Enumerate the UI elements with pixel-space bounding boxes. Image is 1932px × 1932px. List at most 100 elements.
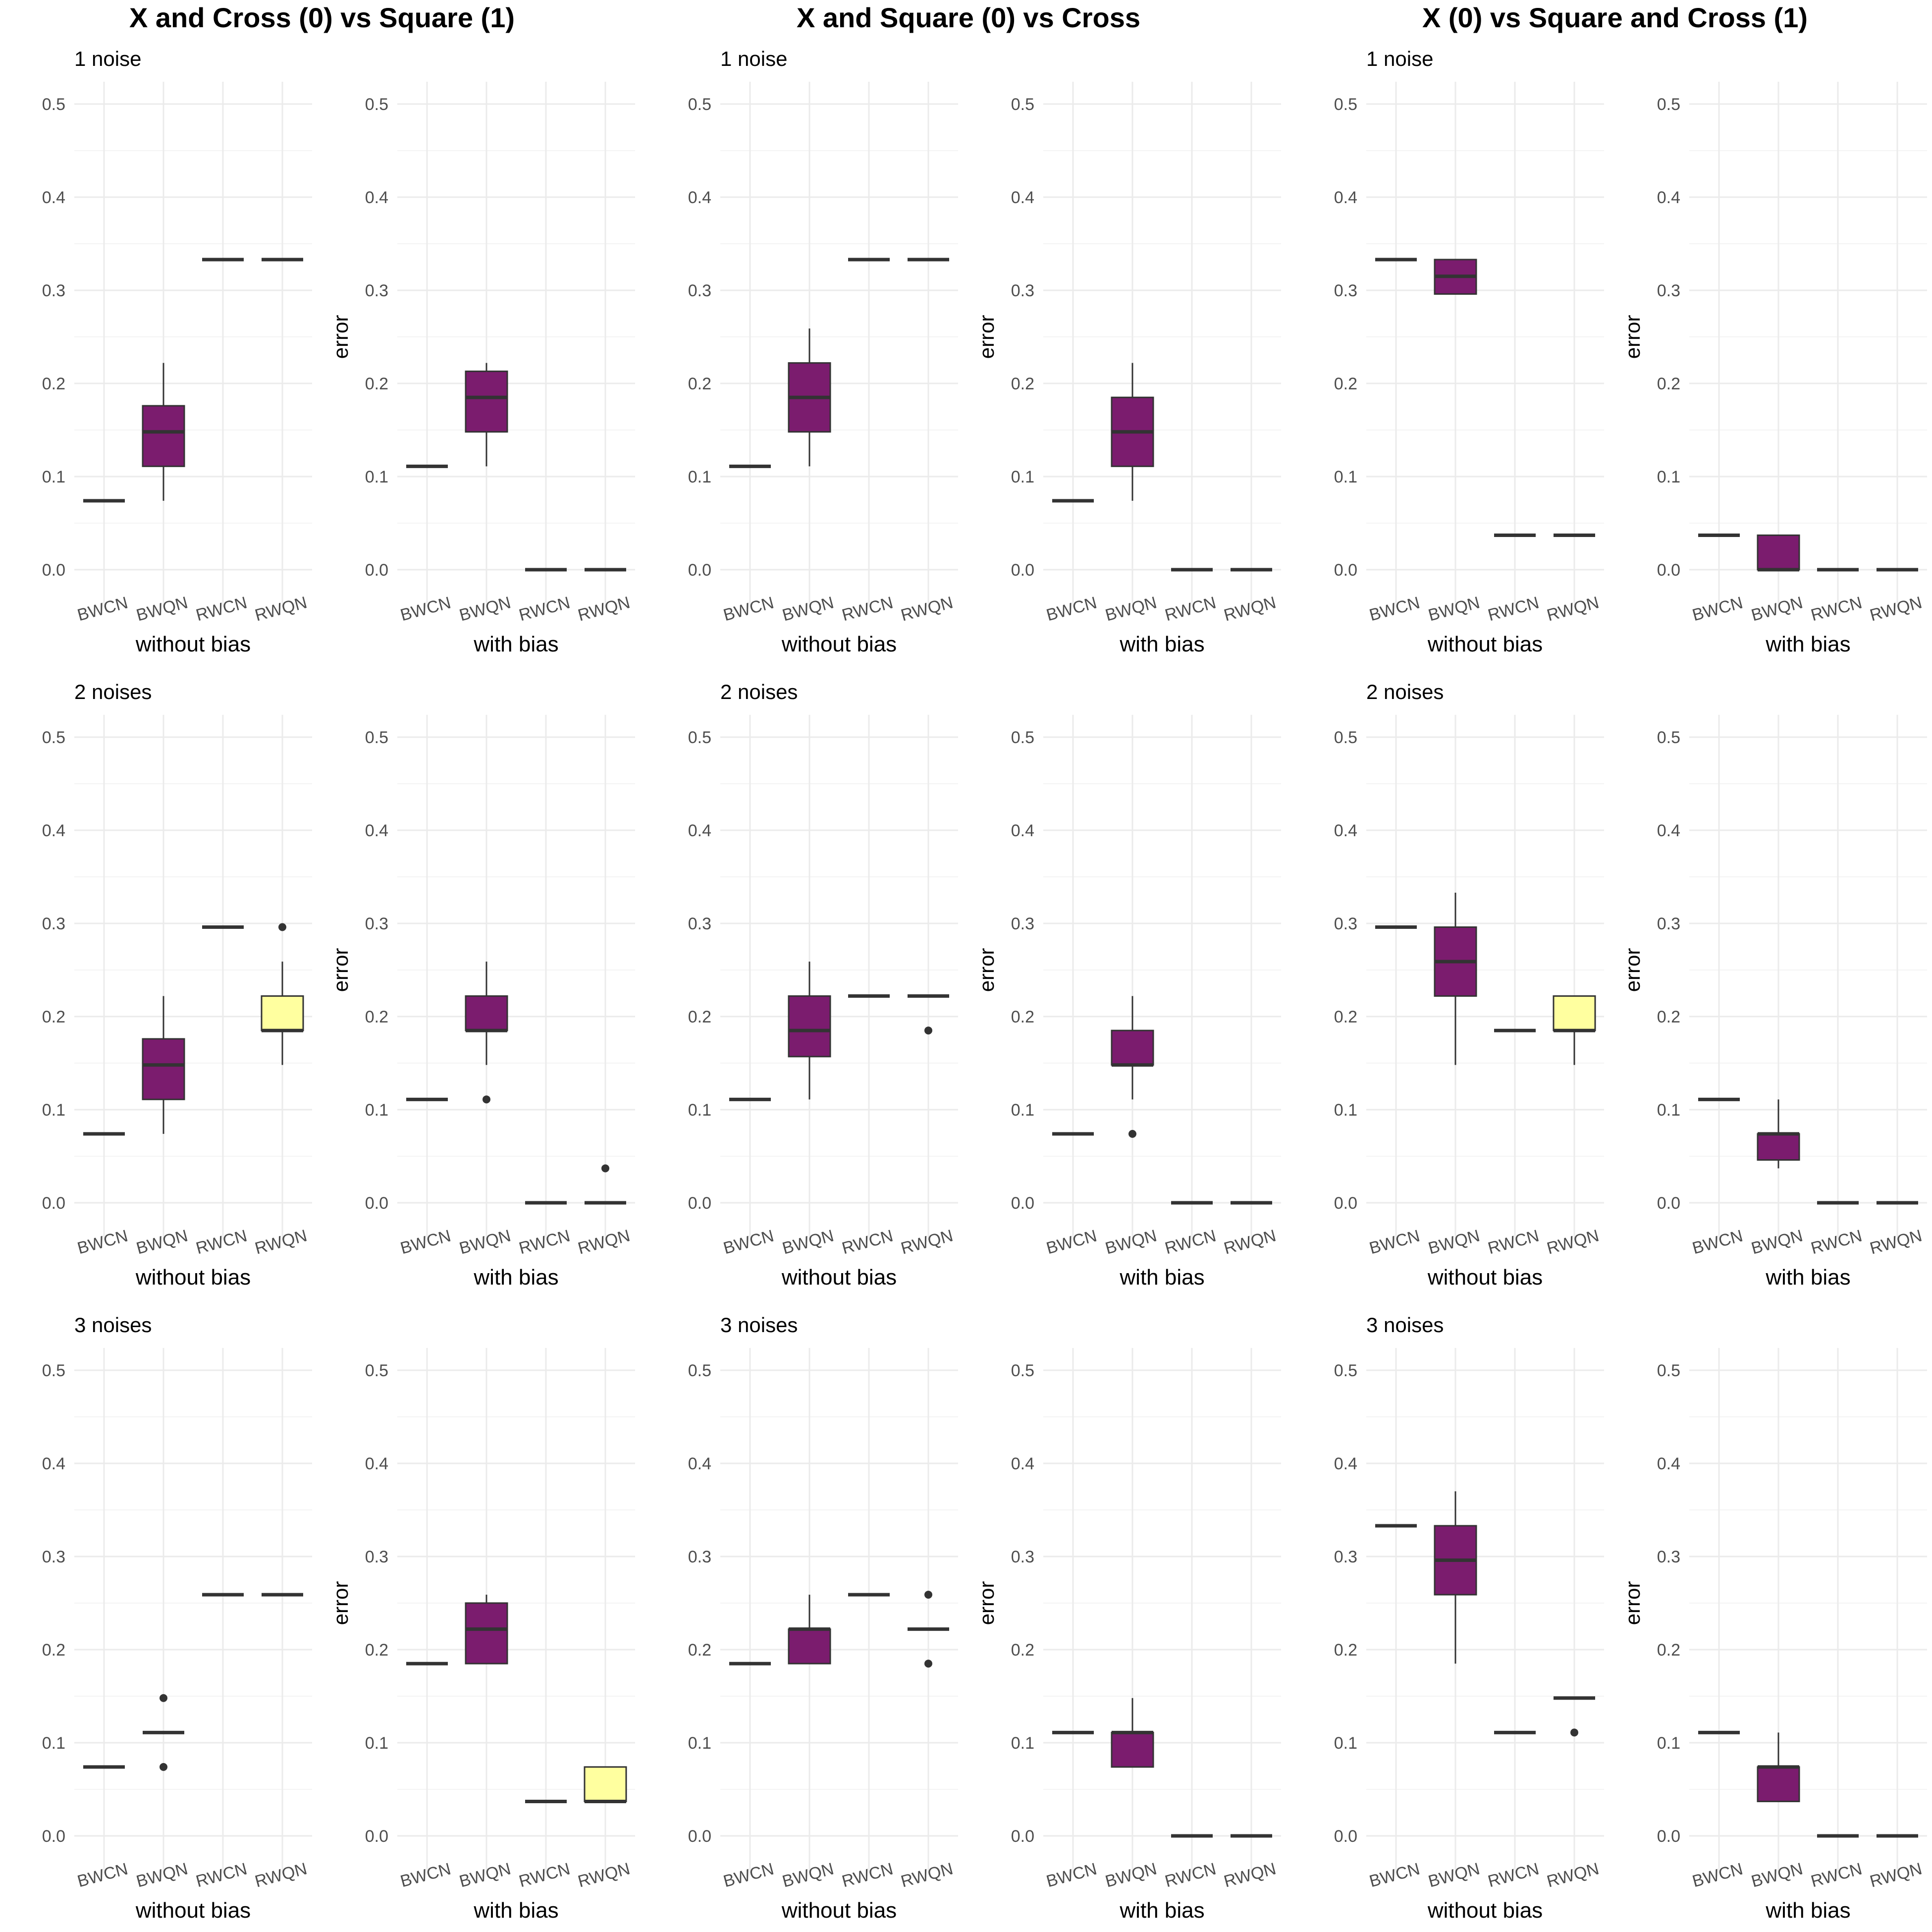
outlier-point (924, 1591, 932, 1599)
x-axis-label: with bias (1119, 1265, 1204, 1289)
outlier-point (1128, 1129, 1136, 1138)
y-tick-label: 0.1 (688, 468, 711, 486)
y-tick-label: 0.1 (1011, 1101, 1034, 1120)
y-tick-label: 0.1 (1334, 1101, 1357, 1120)
y-tick-label: 0.3 (365, 1548, 388, 1566)
y-tick-label: 0.4 (1657, 1454, 1680, 1473)
box-body (261, 995, 304, 1031)
x-axis-label: with bias (1119, 1898, 1204, 1923)
box-body (788, 1628, 831, 1664)
y-tick-label: 0.5 (42, 1361, 65, 1380)
y-tick-label: 0.5 (1011, 95, 1034, 114)
y-tick-label: 0.3 (1334, 281, 1357, 300)
y-tick-label: 0.3 (1657, 914, 1680, 933)
x-axis-label: without bias (1427, 1265, 1543, 1289)
box-body (465, 995, 508, 1031)
y-tick-label: 0.0 (688, 561, 711, 580)
x-axis-label: without bias (135, 1265, 251, 1289)
y-tick-label: 0.4 (1334, 1454, 1357, 1473)
box-body (1757, 1766, 1800, 1802)
box-body (142, 1038, 185, 1100)
y-tick-label: 0.0 (1657, 561, 1680, 580)
y-axis-label: error (1621, 1581, 1644, 1625)
x-axis-label: with bias (1765, 632, 1850, 656)
y-tick-label: 0.2 (1657, 375, 1680, 393)
noise-row-label: 1 noise (74, 47, 141, 70)
y-tick-label: 0.3 (42, 914, 65, 933)
box-body (584, 1766, 627, 1802)
y-tick-label: 0.3 (1011, 914, 1034, 933)
y-tick-label: 0.5 (42, 728, 65, 747)
outlier-point (160, 1763, 167, 1771)
y-tick-label: 0.5 (42, 95, 65, 114)
noise-row-label: 1 noise (1366, 47, 1433, 70)
y-tick-label: 0.5 (1657, 728, 1680, 747)
x-axis-label: without bias (135, 1898, 251, 1923)
y-tick-label: 0.0 (1334, 561, 1357, 580)
y-tick-label: 0.5 (1011, 1361, 1034, 1380)
noise-row-label: 3 noises (720, 1313, 798, 1337)
x-axis-label: without bias (781, 1265, 897, 1289)
y-axis-label: error (329, 315, 352, 359)
y-tick-label: 0.3 (42, 1548, 65, 1566)
y-tick-label: 0.4 (365, 1454, 388, 1473)
outlier-point (924, 1660, 932, 1668)
y-tick-label: 0.2 (1657, 1008, 1680, 1026)
y-tick-label: 0.4 (42, 821, 65, 840)
y-tick-label: 0.5 (365, 95, 388, 114)
y-tick-label: 0.4 (1657, 188, 1680, 207)
y-tick-label: 0.1 (688, 1101, 711, 1120)
x-axis-label: without bias (1427, 632, 1543, 656)
outlier-point (278, 923, 286, 931)
box-body (1111, 1731, 1154, 1768)
y-tick-label: 0.2 (1657, 1641, 1680, 1660)
y-tick-label: 0.3 (1334, 914, 1357, 933)
y-tick-label: 0.2 (42, 1641, 65, 1660)
y-tick-label: 0.0 (688, 1194, 711, 1213)
y-tick-label: 0.2 (42, 1008, 65, 1026)
y-tick-label: 0.0 (42, 561, 65, 580)
box-body (788, 995, 831, 1058)
box-body (1553, 995, 1596, 1031)
y-tick-label: 0.1 (1657, 468, 1680, 486)
x-axis-label: without bias (781, 1898, 897, 1923)
y-tick-label: 0.3 (688, 281, 711, 300)
y-axis-label: error (975, 315, 998, 359)
y-tick-label: 0.2 (1334, 1641, 1357, 1660)
y-tick-label: 0.2 (1011, 1008, 1034, 1026)
y-tick-label: 0.0 (365, 1194, 388, 1213)
y-tick-label: 0.4 (688, 821, 711, 840)
y-tick-label: 0.5 (1657, 1361, 1680, 1380)
y-axis-label: error (975, 948, 998, 992)
y-tick-label: 0.2 (688, 1008, 711, 1026)
y-tick-label: 0.0 (1657, 1827, 1680, 1846)
y-tick-label: 0.5 (688, 95, 711, 114)
box-body (1757, 1133, 1800, 1161)
y-tick-label: 0.5 (1657, 95, 1680, 114)
x-axis-label: with bias (1119, 632, 1204, 656)
y-tick-label: 0.1 (365, 1734, 388, 1753)
y-tick-label: 0.3 (688, 1548, 711, 1566)
y-tick-label: 0.2 (365, 1641, 388, 1660)
outlier-point (483, 1095, 490, 1104)
noise-row-label: 2 noises (74, 680, 152, 703)
y-tick-label: 0.0 (1334, 1827, 1357, 1846)
y-tick-label: 0.3 (1011, 1548, 1034, 1566)
outlier-point (1570, 1728, 1578, 1737)
y-tick-label: 0.0 (1011, 561, 1034, 580)
x-axis-label: with bias (473, 1898, 558, 1923)
y-tick-label: 0.4 (1011, 1454, 1034, 1473)
y-tick-label: 0.1 (42, 468, 65, 486)
y-axis-label: error (1621, 948, 1644, 992)
y-tick-label: 0.5 (688, 728, 711, 747)
y-tick-label: 0.2 (365, 375, 388, 393)
y-tick-label: 0.2 (688, 375, 711, 393)
y-tick-label: 0.0 (42, 1194, 65, 1213)
y-tick-label: 0.3 (1334, 1548, 1357, 1566)
y-tick-label: 0.4 (365, 821, 388, 840)
y-tick-label: 0.0 (688, 1827, 711, 1846)
y-tick-label: 0.1 (1657, 1734, 1680, 1753)
